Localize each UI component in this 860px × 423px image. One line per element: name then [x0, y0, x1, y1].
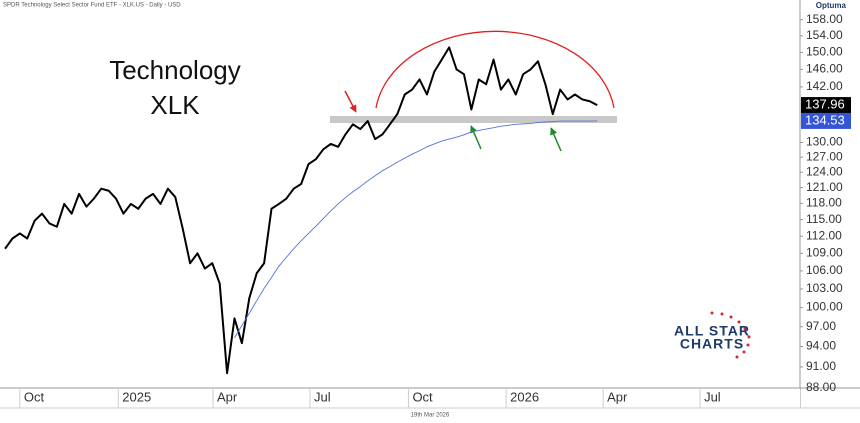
- y-tick-label: 94.00: [806, 339, 836, 353]
- x-tick-label: Jul: [704, 389, 721, 404]
- y-tick-label: 130.00: [806, 135, 843, 149]
- x-tick-label: Jul: [314, 389, 331, 404]
- watermark-line: CHARTS: [680, 336, 744, 352]
- y-tick-label: 142.00: [806, 79, 843, 93]
- red-arrow: [344, 90, 357, 113]
- y-tick-label: 121.00: [806, 180, 843, 194]
- y-tick-label: 103.00: [806, 281, 843, 295]
- y-tick-label: 154.00: [806, 28, 843, 42]
- x-tick-label: Oct: [412, 389, 433, 404]
- y-tick-label: 127.00: [806, 149, 843, 163]
- y-tick-label: 97.00: [806, 319, 836, 333]
- y-tick-label: 91.00: [806, 359, 836, 373]
- x-tick-label: 2025: [122, 389, 151, 404]
- y-tick-label: 88.00: [806, 380, 836, 394]
- last-value-box: [801, 97, 851, 114]
- y-tick-label: 112.00: [806, 228, 842, 242]
- watermark: ALL STAR CHARTS: [674, 311, 751, 359]
- y-tick-label: 115.00: [806, 212, 842, 226]
- y-tick-label: 109.00: [806, 246, 843, 260]
- x-tick-label: Oct: [24, 389, 45, 404]
- last-value-label: 134.53: [805, 112, 845, 127]
- y-tick-label: 100.00: [806, 300, 843, 314]
- y-tick-label: 150.00: [806, 45, 843, 59]
- watermark-line: ALL STAR: [674, 323, 750, 339]
- y-tick-label: 106.00: [806, 263, 843, 277]
- x-tick-label: 2026: [510, 389, 539, 404]
- chart-title: Technology: [109, 55, 241, 85]
- y-tick-label: 118.00: [806, 196, 842, 210]
- support-band: [330, 116, 617, 123]
- chart-header: SPDR Technology Select Sector Fund ETF -…: [3, 3, 181, 9]
- x-tick-label: Apr: [217, 389, 238, 404]
- y-tick-label: 124.00: [806, 164, 843, 178]
- last-value-box: [801, 112, 851, 129]
- y-tick-label: 158.00: [806, 12, 843, 26]
- series-line: [234, 120, 598, 339]
- x-tick-label: Apr: [607, 389, 628, 404]
- x-axis-bg: [0, 388, 800, 408]
- footer: 19th Mar 2026: [411, 413, 450, 419]
- green-arrow: [470, 125, 482, 150]
- green-arrow: [550, 127, 562, 152]
- brand: Optuma: [816, 1, 847, 10]
- last-value-label: 137.96: [805, 97, 845, 112]
- right-axis-bg: [800, 0, 860, 423]
- y-tick-label: 146.00: [806, 62, 843, 76]
- plot: [4, 46, 598, 375]
- top-arc: [375, 30, 615, 109]
- chart-subtitle: XLK: [150, 90, 200, 120]
- series-line: [4, 46, 598, 375]
